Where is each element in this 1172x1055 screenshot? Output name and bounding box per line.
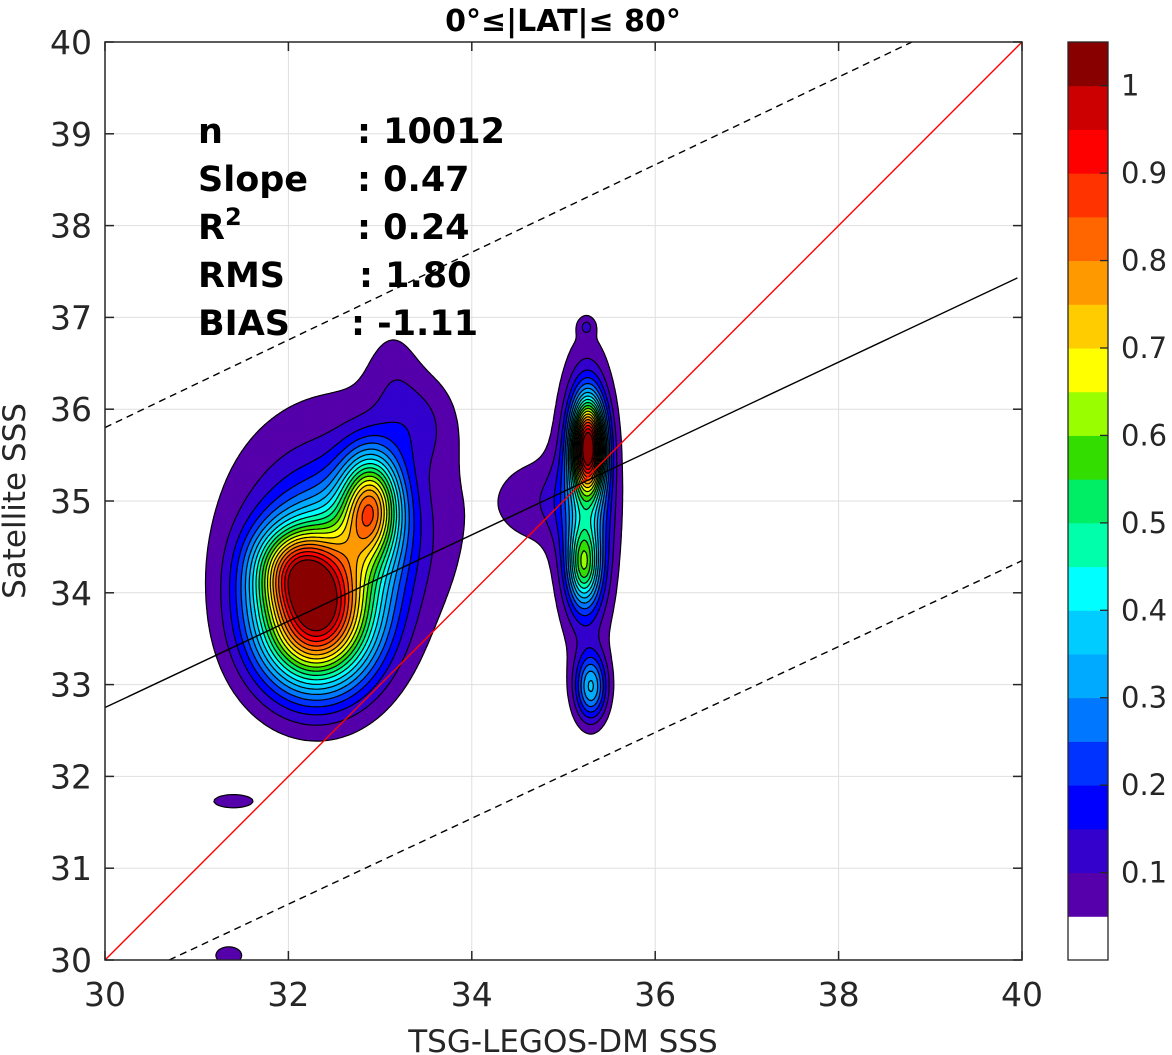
contour-line bbox=[252, 395, 607, 685]
y-tick-label: 37 bbox=[50, 298, 92, 337]
contour-line bbox=[284, 428, 596, 637]
y-tick-label: 34 bbox=[50, 574, 92, 613]
y-tick-label: 36 bbox=[50, 390, 92, 429]
colorbar-tick-label: 0.4 bbox=[1121, 593, 1167, 627]
colorbar: 0.1 0.2 0.3 0.4 0.5 0.6 0.7 0.8 0.9 1 bbox=[1067, 41, 1167, 961]
colorbar-segment bbox=[1068, 479, 1108, 524]
colorbar-segment bbox=[1068, 916, 1108, 961]
contour-line bbox=[240, 382, 611, 708]
regression-line bbox=[104, 277, 1018, 709]
x-tick-label: 30 bbox=[84, 975, 126, 1014]
y-tick-label: 33 bbox=[50, 666, 92, 705]
colorbar-segment bbox=[1068, 697, 1108, 742]
colorbar-segment bbox=[1068, 872, 1108, 917]
contour-line bbox=[267, 410, 602, 664]
contour-line bbox=[264, 407, 602, 668]
contour-line bbox=[235, 377, 612, 713]
colorbar-segment bbox=[1068, 435, 1108, 480]
colorbar-tick-label: 1 bbox=[1121, 69, 1139, 103]
x-tick-label: 40 bbox=[1001, 975, 1043, 1014]
x-axis-label: TSG-LEGOS-DM SSS bbox=[407, 1024, 717, 1055]
chart-title: 0°≤|LAT|≤ 80° bbox=[445, 4, 681, 39]
x-tick-label: 34 bbox=[451, 975, 493, 1014]
stat-value: : 0.47 bbox=[357, 160, 470, 200]
colorbar-segment bbox=[1068, 828, 1108, 874]
colorbar-segment bbox=[1068, 391, 1108, 436]
contour-line bbox=[261, 404, 603, 672]
colorbar-tick-label: 0.8 bbox=[1121, 244, 1167, 278]
contour-line bbox=[287, 431, 594, 632]
y-tick-label: 39 bbox=[50, 115, 92, 154]
colorbar-segment bbox=[1068, 610, 1108, 655]
contour-line bbox=[228, 369, 615, 719]
contour-line bbox=[220, 321, 618, 726]
stat-value: : 1.80 bbox=[359, 256, 472, 296]
y-tick-label: 38 bbox=[50, 207, 92, 246]
one-to-one-line bbox=[104, 41, 1023, 961]
colorbar-tick-label: 0.2 bbox=[1121, 768, 1167, 802]
colorbar-tick-label: 0.5 bbox=[1121, 506, 1167, 540]
stat-label: RMS bbox=[198, 256, 285, 296]
colorbar-segment bbox=[1068, 216, 1108, 262]
lower-bound-line bbox=[168, 560, 1023, 961]
density-contours bbox=[204, 314, 624, 961]
x-tick-label: 38 bbox=[818, 975, 860, 1014]
colorbar-segment bbox=[1068, 173, 1108, 218]
stat-superscript: 2 bbox=[225, 203, 242, 231]
colorbar-segment bbox=[1068, 654, 1108, 699]
stat-value: : 0.24 bbox=[357, 208, 470, 248]
colorbar-tick-label: 0.6 bbox=[1121, 418, 1167, 452]
colorbar-segment bbox=[1068, 42, 1108, 87]
colorbar-frame bbox=[1067, 41, 1109, 961]
colorbar-segment bbox=[1068, 566, 1108, 611]
stat-label: n bbox=[198, 112, 223, 152]
contour-line bbox=[280, 424, 597, 643]
y-tick-label: 32 bbox=[50, 757, 92, 796]
y-tick-label: 40 bbox=[50, 23, 92, 62]
colorbar-tick-label: 0.1 bbox=[1121, 856, 1167, 890]
colorbar-segment bbox=[1068, 129, 1108, 174]
colorbar-segment bbox=[1068, 348, 1108, 393]
y-tick-label: 35 bbox=[50, 482, 92, 521]
y-tick-label: 30 bbox=[50, 941, 92, 980]
axis-ticks: 30 32 34 36 38 40 30 31 32 33 34 35 36 37 38 39 40 bbox=[50, 23, 1043, 1014]
stat-label: BIAS bbox=[198, 304, 290, 344]
upper-bound-line bbox=[104, 41, 913, 429]
colorbar-segment bbox=[1068, 785, 1108, 830]
contour-line bbox=[258, 401, 604, 676]
colorbar-segment bbox=[1068, 741, 1108, 786]
contour-line bbox=[204, 314, 624, 961]
x-tick-label: 36 bbox=[634, 975, 676, 1014]
colorbar-tick-label: 0.3 bbox=[1121, 681, 1167, 715]
reference-lines bbox=[104, 41, 1023, 961]
colorbar-segment bbox=[1068, 522, 1108, 568]
colorbar-tick-label: 0.9 bbox=[1121, 156, 1167, 190]
y-tick-label: 31 bbox=[50, 849, 92, 888]
contour-line bbox=[248, 391, 608, 693]
colorbar-segment bbox=[1068, 85, 1108, 130]
contour-line bbox=[272, 416, 600, 656]
contour-line bbox=[255, 398, 605, 681]
stat-label: Slope bbox=[198, 160, 308, 200]
stat-value: : 10012 bbox=[357, 112, 505, 152]
stat-value: : -1.11 bbox=[351, 304, 478, 344]
colorbar-segment bbox=[1068, 260, 1108, 305]
x-tick-label: 32 bbox=[267, 975, 309, 1014]
y-axis-label: Satellite SSS bbox=[0, 403, 33, 599]
colorbar-segment bbox=[1068, 304, 1108, 349]
colorbar-tick-label: 0.7 bbox=[1121, 331, 1167, 365]
contour-line bbox=[244, 387, 609, 702]
